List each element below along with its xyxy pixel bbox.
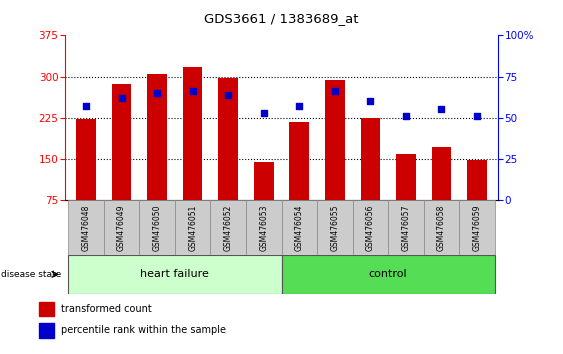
FancyBboxPatch shape (282, 200, 317, 255)
Point (366, 98, 375, 104)
Point (437, 107, 446, 112)
Text: GSM476048: GSM476048 (82, 204, 91, 251)
Point (330, 88, 339, 94)
Text: GSM476058: GSM476058 (437, 204, 446, 251)
Point (472, 113, 481, 119)
FancyBboxPatch shape (211, 200, 246, 255)
Text: GSM476052: GSM476052 (224, 204, 233, 251)
Point (224, 92, 233, 97)
Text: control: control (369, 269, 408, 279)
Text: GSM476055: GSM476055 (330, 204, 339, 251)
Point (295, 103, 304, 109)
Bar (183, 67, 203, 200)
Text: GSM476056: GSM476056 (366, 204, 375, 251)
Point (117, 95, 126, 101)
Bar (112, 84, 131, 200)
Point (82, 103, 91, 109)
FancyBboxPatch shape (423, 200, 459, 255)
Point (188, 88, 197, 94)
Text: GDS3661 / 1383689_at: GDS3661 / 1383689_at (204, 12, 359, 25)
Text: heart failure: heart failure (140, 269, 209, 279)
Text: percentile rank within the sample: percentile rank within the sample (61, 325, 226, 336)
FancyBboxPatch shape (175, 200, 211, 255)
FancyBboxPatch shape (140, 200, 175, 255)
Bar (467, 160, 486, 200)
Text: GSM476049: GSM476049 (117, 204, 126, 251)
FancyBboxPatch shape (388, 200, 423, 255)
Text: GSM476054: GSM476054 (295, 204, 304, 251)
Text: GSM476053: GSM476053 (259, 204, 268, 251)
Text: disease state: disease state (1, 270, 61, 279)
Point (259, 110, 268, 116)
FancyBboxPatch shape (282, 255, 495, 294)
Bar (396, 154, 415, 200)
Bar (360, 118, 380, 200)
FancyBboxPatch shape (459, 200, 495, 255)
Text: GSM476051: GSM476051 (188, 204, 197, 251)
FancyBboxPatch shape (352, 200, 388, 255)
Bar (325, 80, 345, 200)
Text: GSM476059: GSM476059 (472, 204, 481, 251)
Point (153, 90, 162, 96)
Bar (432, 147, 451, 200)
Bar (289, 121, 309, 200)
Bar (39, 323, 54, 338)
Bar (39, 302, 54, 316)
FancyBboxPatch shape (68, 200, 104, 255)
Bar (148, 74, 167, 200)
Text: GSM476057: GSM476057 (401, 204, 410, 251)
FancyBboxPatch shape (68, 255, 282, 294)
Point (401, 113, 410, 119)
FancyBboxPatch shape (246, 200, 282, 255)
FancyBboxPatch shape (317, 200, 352, 255)
Bar (254, 161, 274, 200)
Text: GSM476050: GSM476050 (153, 204, 162, 251)
Bar (77, 119, 96, 200)
Bar (218, 78, 238, 200)
Text: transformed count: transformed count (61, 304, 151, 314)
FancyBboxPatch shape (104, 200, 140, 255)
